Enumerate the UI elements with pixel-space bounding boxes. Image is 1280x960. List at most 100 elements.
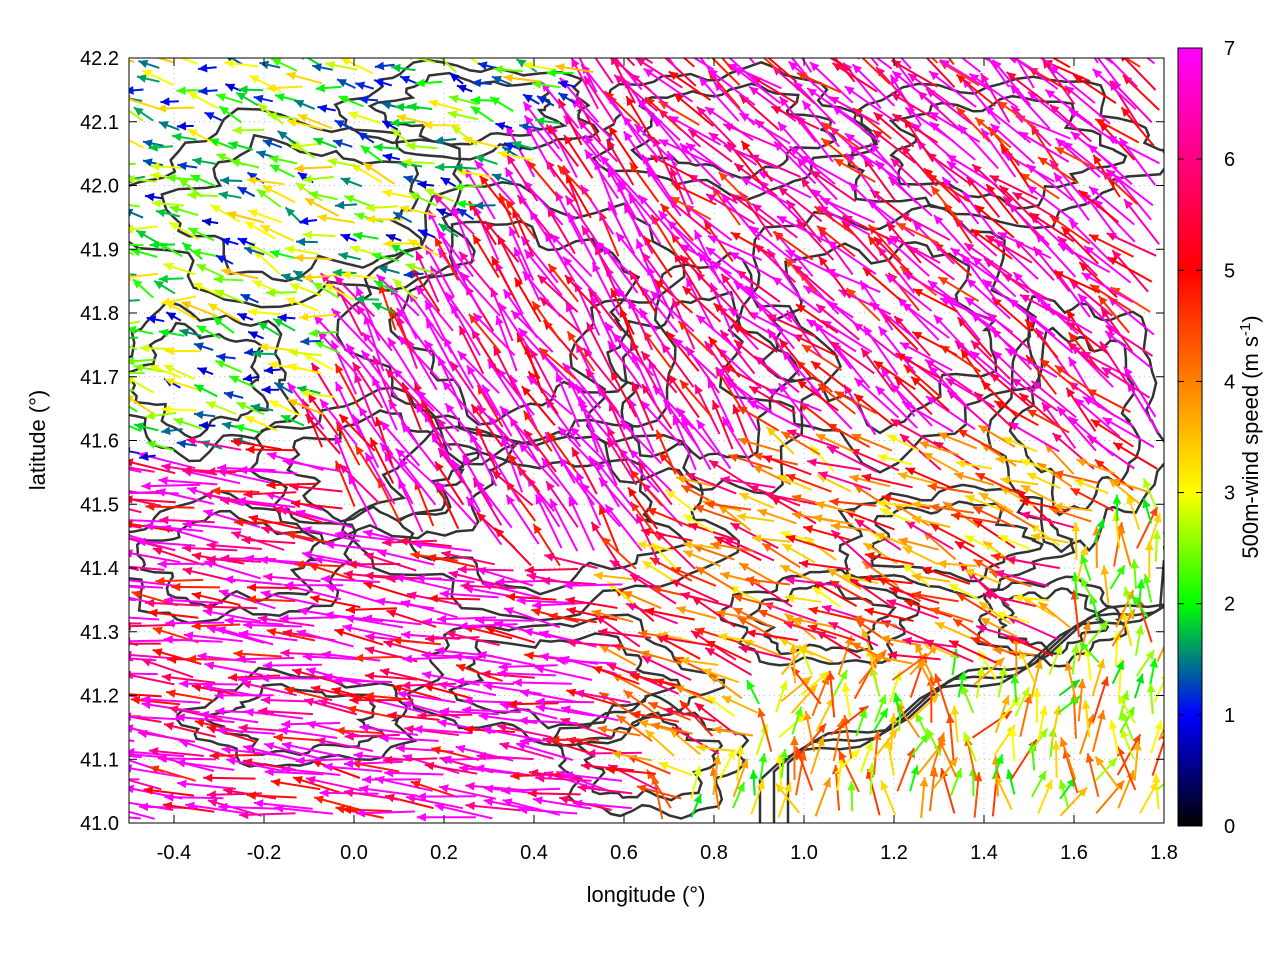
wind-vector — [950, 247, 1000, 283]
wind-vector-head — [364, 552, 375, 561]
wind-vector — [236, 401, 265, 416]
wind-vector-head — [880, 634, 890, 644]
wind-vector-head — [197, 367, 208, 376]
wind-vector — [816, 225, 856, 258]
wind-vector-head — [405, 262, 416, 272]
wind-vector — [899, 341, 953, 372]
wind-vector — [712, 754, 722, 796]
wind-vector — [673, 337, 718, 380]
wind-vector — [280, 273, 303, 283]
wind-vector-shaft — [658, 210, 699, 256]
wind-vector-head — [216, 726, 226, 735]
wind-vector — [577, 783, 633, 795]
wind-vector-head — [767, 249, 777, 259]
wind-vector — [191, 683, 243, 697]
wind-vector-head — [394, 574, 405, 583]
wind-vector-shaft — [785, 578, 842, 587]
wind-vector-head — [964, 243, 975, 252]
wind-vector-shaft — [397, 478, 424, 533]
wind-vector-head — [402, 654, 412, 664]
wind-vector-head — [528, 768, 539, 778]
wind-vector-head — [175, 758, 186, 768]
wind-vector-head — [263, 572, 273, 582]
wind-vector-head — [445, 403, 455, 414]
wind-vector-shaft — [279, 616, 339, 620]
wind-vector-shaft — [672, 415, 697, 471]
wind-vector-head — [404, 725, 414, 734]
wind-vector-shaft — [465, 804, 521, 812]
wind-vector-shaft — [302, 655, 362, 661]
wind-vector-head — [183, 631, 194, 641]
wind-vector — [880, 634, 922, 647]
wind-vector — [129, 325, 154, 335]
wind-vector — [1070, 487, 1114, 512]
wind-vector-shaft — [1008, 297, 1056, 337]
wind-vector-shaft — [301, 552, 361, 565]
wind-vector-shaft — [427, 209, 456, 264]
wind-vector-head — [372, 355, 381, 366]
wind-vector — [993, 400, 1039, 427]
wind-vector-head — [911, 572, 922, 582]
wind-vector-head — [524, 565, 534, 575]
wind-vector-shaft — [867, 199, 916, 237]
wind-vector — [540, 576, 597, 586]
wind-vector-shaft — [1102, 416, 1155, 448]
wind-vector-head — [693, 766, 702, 776]
wind-vector-shaft — [238, 632, 298, 642]
wind-vector-head — [424, 761, 435, 771]
wind-vector-head — [274, 804, 284, 813]
wind-vector — [1026, 408, 1070, 434]
wind-vector-head — [476, 512, 487, 522]
wind-vector-shaft — [465, 784, 523, 791]
wind-vector-head — [694, 702, 705, 712]
contour-line — [772, 546, 1164, 823]
wind-vector — [1041, 401, 1077, 449]
wind-vector-head — [1135, 625, 1145, 635]
wind-vector-head — [221, 267, 231, 277]
wind-vector — [1067, 331, 1101, 371]
wind-vector-head — [858, 708, 867, 719]
wind-vector-shaft — [218, 805, 278, 810]
wind-vector — [792, 616, 834, 628]
wind-vector-head — [237, 313, 248, 322]
wind-vector-head — [300, 337, 310, 346]
wind-vector-shaft — [1034, 232, 1077, 278]
wind-vector — [721, 695, 759, 714]
wind-vector — [385, 233, 402, 243]
wind-vector-head — [946, 713, 955, 724]
wind-vector-head — [636, 784, 647, 793]
wind-vector — [810, 360, 852, 393]
wind-vector — [485, 626, 536, 644]
wind-vector-shaft — [581, 225, 613, 275]
wind-vector — [694, 702, 738, 736]
wind-vector-head — [673, 338, 684, 348]
wind-vector-head — [401, 382, 410, 393]
wind-vector — [304, 413, 341, 455]
wind-vector — [212, 316, 235, 334]
contour-line — [129, 488, 357, 625]
wind-vector-shaft — [902, 271, 954, 303]
wind-vector-head — [816, 736, 825, 747]
wind-vector-head — [1087, 435, 1098, 445]
wind-vector-head — [922, 566, 932, 575]
wind-vector-shaft — [549, 233, 593, 278]
wind-vector-head — [1023, 694, 1033, 704]
wind-vector — [641, 383, 673, 430]
wind-vector-head — [410, 780, 421, 789]
wind-vector-shaft — [413, 727, 473, 735]
wind-vector-head — [347, 560, 357, 569]
wind-vector-head — [359, 723, 369, 733]
wind-vector-head — [164, 792, 174, 802]
wind-vector-head — [639, 650, 650, 659]
wind-vector — [535, 697, 595, 706]
wind-vector-shaft — [798, 271, 840, 315]
wind-vector-head — [133, 363, 144, 372]
wind-vector-head — [159, 515, 169, 525]
wind-vector-shaft — [164, 796, 224, 800]
wind-vector — [398, 537, 452, 548]
wind-vector-head — [898, 537, 909, 546]
wind-vector — [129, 739, 135, 743]
wind-vector-shaft — [1002, 273, 1052, 303]
wind-vector — [228, 375, 255, 388]
wind-vector-shaft — [1068, 219, 1112, 263]
